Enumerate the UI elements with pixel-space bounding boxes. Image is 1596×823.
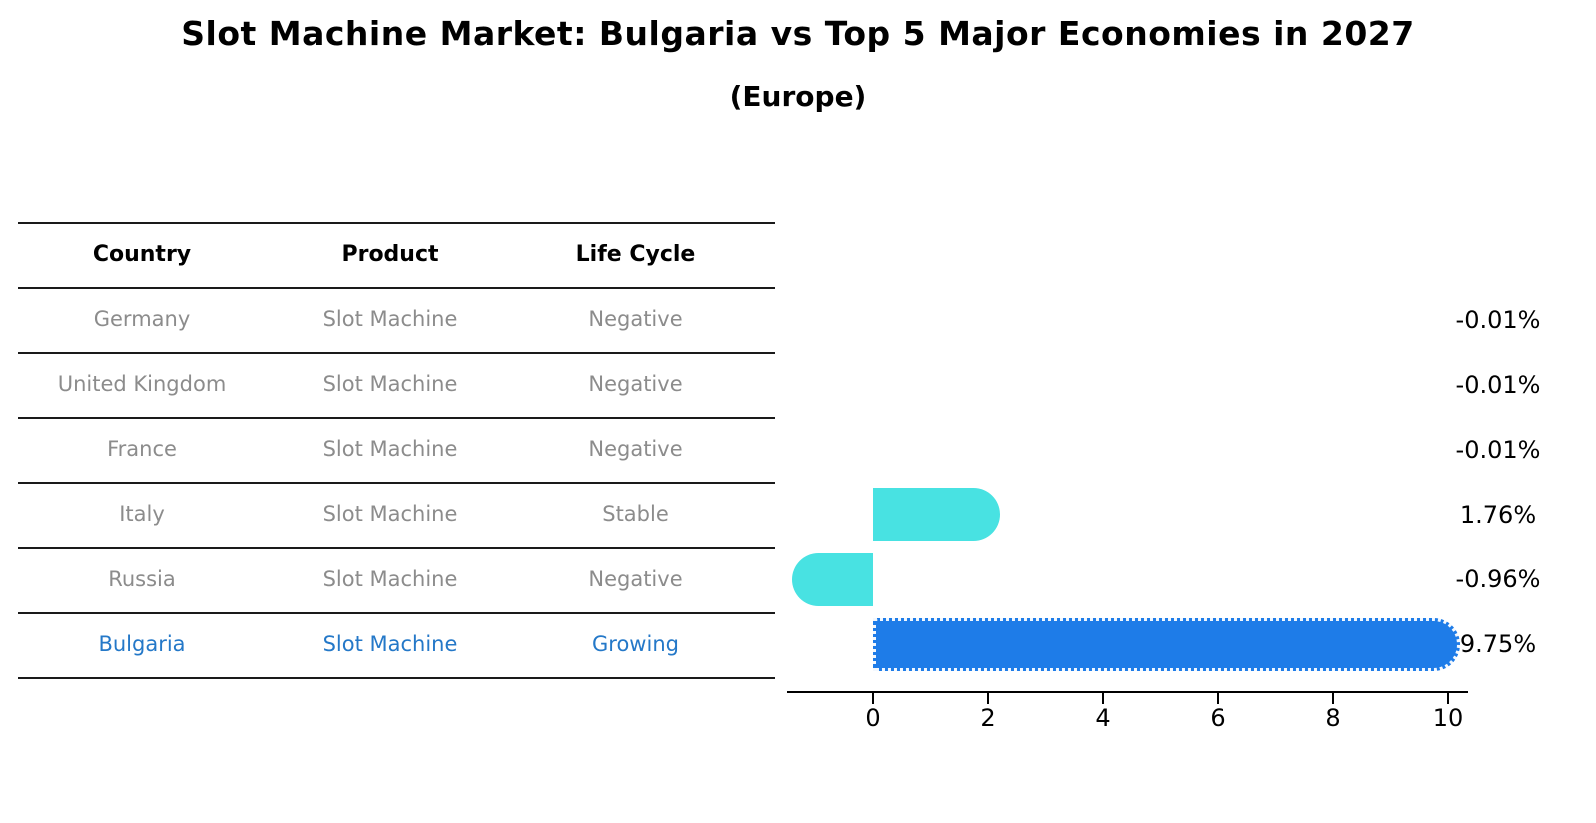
x-axis-tick <box>1447 693 1449 704</box>
x-axis-tick <box>1217 693 1219 704</box>
cell-country: Russia <box>108 567 176 591</box>
bar-value-label: 1.76% <box>1459 501 1537 529</box>
x-axis-tick <box>1102 693 1104 704</box>
cell-country: Bulgaria <box>98 632 186 656</box>
table-divider-line <box>18 547 775 549</box>
column-header-product: Product <box>341 242 439 267</box>
cell-product: Slot Machine <box>322 372 458 396</box>
table-divider-line <box>18 352 775 354</box>
x-axis-tick-label: 8 <box>1325 704 1341 732</box>
x-axis-tick-label: 2 <box>980 704 996 732</box>
x-axis-tick-label: 0 <box>865 704 881 732</box>
bar-value-label: -0.01% <box>1455 436 1541 464</box>
cell-product: Slot Machine <box>322 437 458 461</box>
bar-value-label: -0.01% <box>1455 371 1541 399</box>
cell-product: Slot Machine <box>322 632 458 656</box>
bar-italy <box>873 488 1001 541</box>
x-axis-tick <box>872 693 874 704</box>
x-axis-tick <box>987 693 989 704</box>
cell-life-cycle: Negative <box>588 372 683 396</box>
table-divider-line <box>18 222 775 224</box>
table-divider-line <box>18 287 775 289</box>
cell-life-cycle: Negative <box>588 567 683 591</box>
x-axis-line <box>787 691 1468 693</box>
cell-country: Italy <box>119 502 165 526</box>
x-axis-tick-label: 4 <box>1095 704 1111 732</box>
table-divider-line <box>18 612 775 614</box>
table-divider-line <box>18 482 775 484</box>
column-header-country: Country <box>92 242 192 267</box>
chart-subtitle: (Europe) <box>729 80 867 113</box>
cell-country: Germany <box>93 307 191 331</box>
cell-life-cycle: Stable <box>602 502 669 526</box>
cell-product: Slot Machine <box>322 567 458 591</box>
bar-value-label: -0.96% <box>1455 565 1541 593</box>
bar-bulgaria <box>873 618 1460 671</box>
x-axis-tick-label: 6 <box>1210 704 1226 732</box>
bar-value-label: 9.75% <box>1459 630 1537 658</box>
cell-life-cycle: Growing <box>592 632 679 656</box>
table-divider-line <box>18 417 775 419</box>
cell-product: Slot Machine <box>322 502 458 526</box>
cell-country: France <box>107 437 177 461</box>
chart-title: Slot Machine Market: Bulgaria vs Top 5 M… <box>181 14 1415 53</box>
bar-value-label: -0.01% <box>1455 306 1541 334</box>
cell-life-cycle: Negative <box>588 437 683 461</box>
cell-life-cycle: Negative <box>588 307 683 331</box>
cell-country: United Kingdom <box>57 372 227 396</box>
column-header-life-cycle: Life Cycle <box>575 242 696 267</box>
cell-product: Slot Machine <box>322 307 458 331</box>
table-divider-line <box>18 677 775 679</box>
bar-russia <box>791 553 873 606</box>
x-axis-tick <box>1332 693 1334 704</box>
x-axis-tick-label: 10 <box>1432 704 1464 732</box>
